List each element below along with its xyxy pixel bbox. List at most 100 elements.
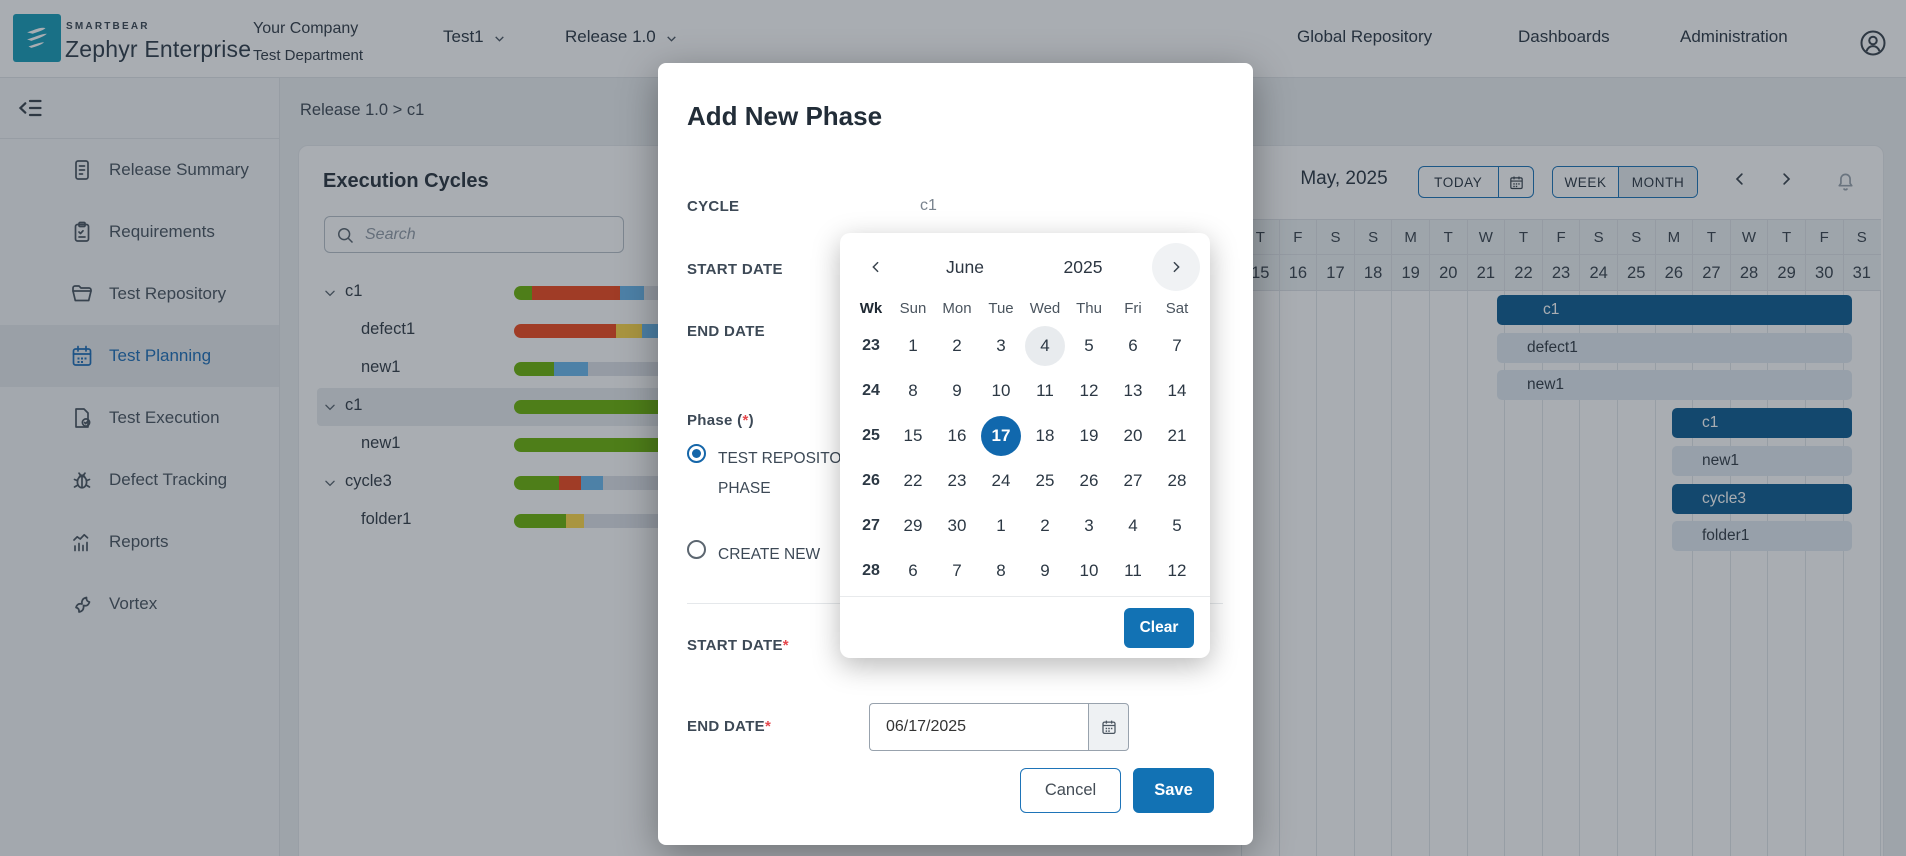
calendar-day[interactable]: 29 bbox=[903, 515, 923, 535]
gantt-bar-defect1[interactable]: defect1 bbox=[1497, 332, 1852, 363]
calendar-day[interactable]: 7 bbox=[952, 560, 962, 580]
today-button[interactable]: TODAY bbox=[1418, 166, 1534, 198]
save-button[interactable]: Save bbox=[1133, 768, 1214, 813]
calendar-day[interactable]: 10 bbox=[991, 380, 1011, 400]
gantt-day-number: 30 bbox=[1804, 255, 1843, 292]
zephyr-logo-icon[interactable] bbox=[13, 14, 61, 62]
release-dropdown[interactable]: Release 1.0 bbox=[565, 27, 678, 47]
calendar-day[interactable]: 19 bbox=[1079, 425, 1099, 445]
cancel-button[interactable]: Cancel bbox=[1020, 768, 1121, 813]
sidebar-item-test-execution[interactable]: Test Execution bbox=[0, 387, 279, 449]
gantt-bar-new1[interactable]: new1 bbox=[1672, 445, 1852, 476]
progress-segment-red bbox=[514, 324, 616, 338]
calendar-day[interactable]: 6 bbox=[908, 560, 918, 580]
calendar-day[interactable]: 18 bbox=[1035, 425, 1055, 445]
search-input[interactable] bbox=[363, 218, 613, 251]
calendar-day[interactable]: 24 bbox=[991, 470, 1011, 490]
calendar-day[interactable]: 28 bbox=[1167, 470, 1187, 490]
sidebar-item-test-planning[interactable]: Test Planning bbox=[0, 325, 279, 387]
calendar-day[interactable]: 27 bbox=[1123, 470, 1143, 490]
progress-segment-blue bbox=[581, 476, 603, 490]
month-toggle-button[interactable]: MONTH bbox=[1618, 167, 1697, 197]
calendar-day[interactable]: 23 bbox=[947, 470, 967, 490]
gantt-bar-folder1[interactable]: folder1 bbox=[1672, 521, 1852, 552]
sidebar-item-release-summary[interactable]: Release Summary bbox=[0, 139, 279, 201]
next-month-button[interactable] bbox=[1152, 243, 1200, 291]
calendar-day[interactable]: 8 bbox=[908, 380, 918, 400]
gantt-prev-button[interactable] bbox=[1731, 170, 1755, 194]
calendar-day[interactable]: 15 bbox=[903, 425, 923, 445]
calendar-day[interactable]: 2 bbox=[1040, 515, 1050, 535]
calendar-day[interactable]: 25 bbox=[1035, 470, 1055, 490]
end-date-input[interactable] bbox=[869, 703, 1088, 751]
nav-dashboards[interactable]: Dashboards bbox=[1518, 27, 1610, 46]
gantt-day-letter: F bbox=[1804, 220, 1843, 254]
gantt-day-number: 19 bbox=[1391, 255, 1429, 292]
sidebar-item-reports[interactable]: Reports bbox=[0, 511, 279, 573]
notifications-bell-icon[interactable] bbox=[1833, 168, 1859, 194]
gantt-day-number: 26 bbox=[1654, 255, 1693, 292]
calendar-day[interactable]: 6 bbox=[1128, 335, 1138, 355]
calendar-day[interactable]: 21 bbox=[1167, 425, 1187, 445]
user-avatar-icon[interactable] bbox=[1858, 28, 1888, 58]
start-date-label: START DATE bbox=[687, 261, 783, 278]
calendar-day[interactable]: 2 bbox=[952, 335, 962, 355]
calendar-day[interactable]: 9 bbox=[1040, 560, 1050, 580]
chevron-down-icon[interactable] bbox=[323, 400, 337, 414]
calendar-day[interactable]: 3 bbox=[1084, 515, 1094, 535]
sidebar-item-requirements[interactable]: Requirements bbox=[0, 201, 279, 263]
calendar-day[interactable]: 8 bbox=[996, 560, 1006, 580]
gantt-day-letter: T bbox=[1504, 220, 1542, 254]
calendar-month-label[interactable]: June bbox=[946, 257, 984, 277]
calendar-day[interactable]: 3 bbox=[996, 335, 1006, 355]
nav-global-repository[interactable]: Global Repository bbox=[1297, 27, 1433, 46]
end-date-calendar-button[interactable] bbox=[1088, 703, 1129, 751]
chevron-down-icon[interactable] bbox=[323, 476, 337, 490]
calendar-day[interactable]: 20 bbox=[1123, 425, 1143, 445]
radio-test-repository-phase[interactable]: TEST REPOSITORY PHASE bbox=[687, 444, 878, 504]
calendar-day[interactable]: 1 bbox=[996, 515, 1006, 535]
previous-month-button[interactable] bbox=[862, 253, 890, 281]
radio-create-new[interactable]: CREATE NEW bbox=[687, 540, 820, 570]
tree-item-label: c1 bbox=[345, 396, 363, 414]
sidebar-item-defect-tracking[interactable]: Defect Tracking bbox=[0, 449, 279, 511]
calendar-day[interactable]: 9 bbox=[952, 380, 962, 400]
calendar-day[interactable]: 22 bbox=[903, 470, 923, 490]
calendar-day[interactable]: 14 bbox=[1167, 380, 1187, 400]
calendar-day-selected[interactable]: 17 bbox=[979, 413, 1023, 458]
phase-label: Phase (*) bbox=[687, 412, 754, 429]
calendar-day[interactable]: 7 bbox=[1172, 335, 1182, 355]
gantt-next-button[interactable] bbox=[1777, 170, 1801, 194]
calendar-day[interactable]: 4 bbox=[1128, 515, 1138, 535]
required-asterisk: * bbox=[782, 637, 789, 654]
calendar-day[interactable]: 11 bbox=[1036, 380, 1054, 400]
calendar-day[interactable]: 26 bbox=[1079, 470, 1099, 490]
calendar-year-label[interactable]: 2025 bbox=[1063, 257, 1103, 277]
calendar-day[interactable]: 5 bbox=[1172, 515, 1182, 535]
calendar-day[interactable]: 13 bbox=[1123, 380, 1143, 400]
gantt-bar-new1[interactable]: new1 bbox=[1497, 370, 1852, 401]
calendar-day-today[interactable]: 4 bbox=[1023, 323, 1067, 368]
nav-administration[interactable]: Administration bbox=[1680, 27, 1788, 46]
gantt-bar-c1[interactable]: c1 bbox=[1672, 408, 1852, 439]
gantt-bar-c1[interactable]: c1 bbox=[1497, 295, 1852, 325]
calendar-day[interactable]: 16 bbox=[947, 425, 967, 445]
calendar-day[interactable]: 5 bbox=[1084, 335, 1094, 355]
calendar-day[interactable]: 1 bbox=[908, 335, 918, 355]
requirements-icon bbox=[70, 220, 94, 244]
calendar-day[interactable]: 12 bbox=[1167, 560, 1187, 580]
chevron-down-icon[interactable] bbox=[323, 286, 337, 300]
calendar-icon[interactable] bbox=[1499, 174, 1533, 191]
collapse-sidebar-button[interactable] bbox=[16, 94, 46, 124]
sidebar-item-vortex[interactable]: Vortex bbox=[0, 573, 279, 635]
sidebar-item-test-repository[interactable]: Test Repository bbox=[0, 263, 279, 325]
gantt-bar-cycle3[interactable]: cycle3 bbox=[1672, 483, 1852, 514]
calendar-day[interactable]: 30 bbox=[947, 515, 967, 535]
clear-button[interactable]: Clear bbox=[1124, 608, 1194, 648]
calendar-day[interactable]: 10 bbox=[1079, 560, 1099, 580]
week-toggle-button[interactable]: WEEK bbox=[1553, 167, 1619, 197]
calendar-day[interactable]: 11 bbox=[1124, 560, 1142, 580]
project-dropdown[interactable]: Test1 bbox=[443, 27, 506, 47]
calendar-day[interactable]: 12 bbox=[1079, 380, 1099, 400]
breadcrumb[interactable]: Release 1.0 > c1 bbox=[300, 101, 425, 119]
